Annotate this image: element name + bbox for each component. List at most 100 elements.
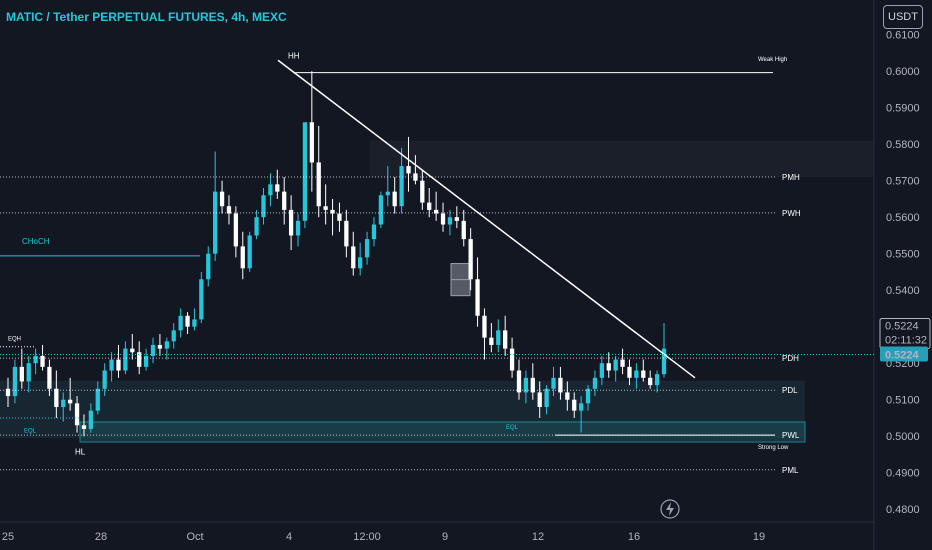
candle-body [40, 355, 45, 367]
time-tick: 12 [532, 531, 544, 543]
candle-body [427, 202, 432, 210]
candle-body [102, 370, 107, 389]
candle-body [247, 235, 252, 269]
candle [143, 348, 149, 371]
price-info-value: 0.5224 [885, 320, 919, 332]
candle [351, 231, 356, 276]
candle-body [12, 366, 18, 397]
candle-body [661, 348, 667, 375]
candle [185, 312, 190, 335]
candle [226, 195, 232, 225]
candle-body [5, 388, 11, 397]
currency-button[interactable]: USDT [883, 5, 923, 29]
candle-body [150, 344, 156, 356]
candle [61, 392, 66, 422]
level-label-pdl: PDL [782, 386, 798, 395]
candle-body [634, 370, 639, 378]
candle [482, 308, 487, 360]
candle-body [130, 348, 135, 353]
candle [302, 122, 308, 229]
candle [26, 355, 31, 393]
candle-body [261, 195, 266, 218]
candle-body [420, 180, 425, 203]
candle [358, 242, 363, 276]
candle-body [475, 279, 480, 316]
candle-body [33, 355, 38, 364]
time-tick: 28 [95, 531, 107, 543]
candle-body [47, 366, 52, 389]
candle-body [599, 363, 604, 378]
price-tick: 0.5500 [886, 249, 920, 261]
candle [599, 355, 604, 386]
candle-body [275, 184, 280, 192]
candle-body [288, 209, 294, 236]
candle [47, 359, 52, 397]
level-label-pwh: PWH [782, 209, 801, 218]
price-tick: 0.5400 [886, 285, 920, 297]
price-tick: 0.4800 [886, 504, 920, 516]
candle-body [523, 377, 529, 393]
supply-zone [370, 140, 874, 178]
candle-body [19, 366, 24, 382]
eqh-label: EQH [8, 337, 21, 343]
time-tick: Oct [186, 531, 203, 543]
candle [537, 381, 542, 418]
candle [150, 337, 156, 364]
candle-body [358, 257, 363, 269]
candle-body [558, 377, 563, 393]
price-tick: 0.5900 [886, 103, 920, 115]
candle-body [295, 220, 301, 236]
candle-body [440, 213, 446, 225]
candle-body [537, 392, 542, 408]
candle-body [592, 377, 598, 389]
candle-body [461, 220, 466, 240]
time-tick: 16 [628, 531, 640, 543]
level-label-pwl: PWL [782, 431, 800, 440]
candle-body [654, 374, 660, 386]
candle-body [61, 399, 66, 408]
candle [164, 337, 169, 360]
candle [585, 385, 591, 411]
candle-body [489, 337, 494, 345]
candle-body [226, 206, 232, 214]
candle [19, 348, 24, 389]
candle-body [109, 359, 114, 371]
candle [157, 334, 163, 356]
candle [247, 231, 252, 272]
level-label-pmh: PMH [782, 173, 800, 182]
candle-body [164, 341, 169, 349]
candle-body [530, 377, 535, 393]
candle [641, 359, 646, 382]
price-tick: 0.6100 [886, 30, 920, 42]
candle [240, 231, 245, 280]
candle-body [54, 388, 59, 408]
candle [102, 363, 107, 397]
candle-body [192, 319, 197, 327]
candle [199, 271, 204, 324]
candle [254, 209, 259, 240]
candle [392, 177, 397, 214]
candle-body [344, 220, 349, 247]
candle-body [316, 162, 321, 207]
candle-body [185, 315, 190, 327]
eql-right-label: EQL [506, 425, 519, 431]
eql-left-label: EQL [24, 429, 37, 435]
candle [81, 414, 87, 437]
candle [461, 209, 466, 247]
candle-body [213, 191, 218, 254]
candle [371, 217, 377, 247]
candle-body [406, 166, 411, 174]
candle-body [199, 279, 204, 320]
price-tick: 0.5600 [886, 212, 920, 224]
candle [137, 341, 142, 375]
candle-body [68, 399, 73, 404]
candle-body [413, 173, 418, 181]
candle-body [74, 403, 80, 426]
candle-body [157, 344, 163, 349]
candle [344, 209, 349, 258]
candle [413, 155, 418, 185]
candle-body [392, 191, 397, 207]
candle-body [323, 206, 328, 210]
candle [330, 198, 335, 236]
